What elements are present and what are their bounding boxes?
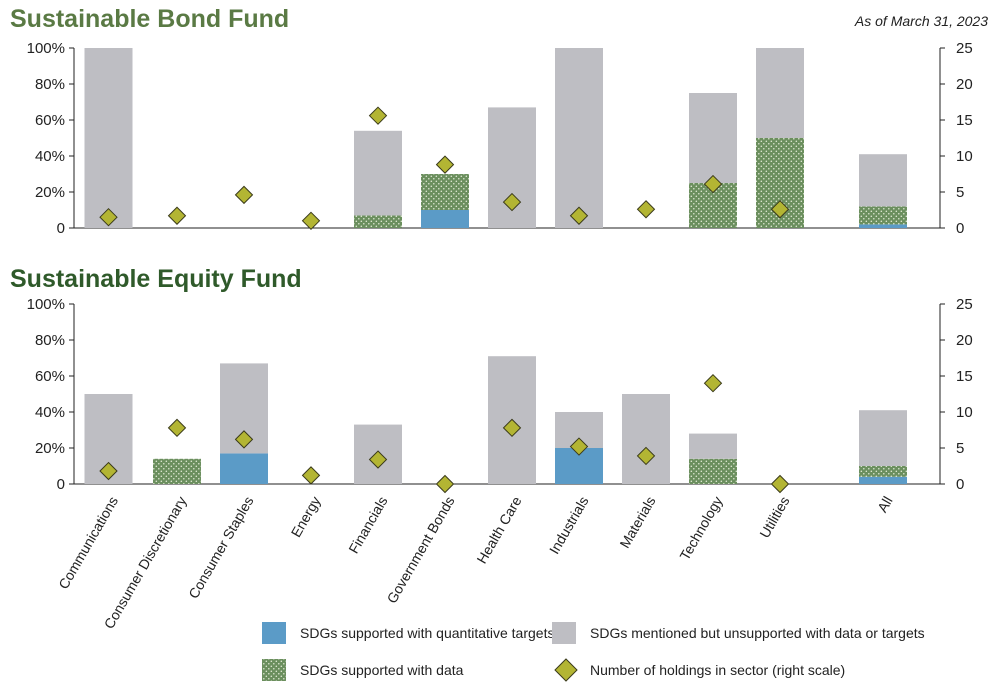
category-label: Financials	[345, 494, 390, 557]
right-tick-label: 10	[956, 148, 973, 165]
legend-label: Number of holdings in sector (right scal…	[590, 662, 845, 678]
bar-mentioned	[555, 48, 603, 228]
left-tick-label: 60%	[35, 368, 65, 385]
bar-mentioned	[859, 410, 907, 466]
left-tick-label: 40%	[35, 148, 65, 165]
holdings-marker	[703, 373, 723, 393]
bond-fund-title: Sustainable Bond Fund	[10, 5, 289, 33]
bar-data	[689, 458, 737, 484]
left-tick-label: 80%	[35, 76, 65, 93]
legend-label: SDGs supported with data	[300, 662, 464, 678]
bar-data	[859, 206, 907, 225]
holdings-marker	[99, 461, 118, 481]
legend-swatch-quantitative	[262, 622, 286, 644]
left-tick-label: 100%	[27, 40, 65, 57]
bar-quantitative	[220, 453, 268, 484]
bar-mentioned	[689, 93, 737, 183]
right-tick-label: 15	[956, 112, 973, 129]
holdings-marker	[167, 418, 187, 438]
bar-mentioned	[859, 154, 907, 207]
legend-swatch-data	[262, 659, 286, 681]
bar-quantitative	[421, 210, 469, 228]
bar-data	[859, 466, 907, 477]
left-tick-label: 20%	[35, 184, 65, 201]
holdings-marker	[502, 192, 522, 212]
left-tick-label: 40%	[35, 404, 65, 421]
holdings-marker	[368, 450, 388, 469]
bar-mentioned	[84, 48, 133, 228]
holdings-marker	[301, 466, 321, 485]
bar-mentioned	[756, 48, 804, 138]
holdings-marker	[368, 106, 388, 125]
bar-mentioned	[689, 433, 737, 459]
right-tick-label: 20	[956, 76, 973, 93]
left-tick-label: 80%	[35, 332, 65, 349]
holdings-marker	[435, 474, 455, 494]
category-label: Technology	[676, 494, 725, 563]
category-label: Utilities	[756, 494, 792, 541]
equity-fund-title: Sustainable Equity Fund	[10, 265, 302, 293]
left-tick-label: 60%	[35, 112, 65, 129]
bond-fund-panel: 0 20% 40% 60% 80% 100% 0 5 10 15 20 25	[27, 40, 973, 237]
left-tick-label: 100%	[27, 296, 65, 313]
category-label: Communications	[55, 494, 121, 592]
holdings-marker	[636, 446, 656, 466]
holdings-marker	[569, 437, 589, 456]
category-label: Industrials	[546, 494, 592, 557]
right-tick-label: 10	[956, 404, 973, 421]
holdings-marker	[770, 200, 790, 219]
bar-quantitative	[859, 476, 907, 484]
holdings-marker	[167, 206, 187, 225]
category-label: Health Care	[473, 493, 524, 566]
legend-swatch-mentioned	[552, 622, 576, 644]
right-tick-label: 5	[956, 184, 964, 201]
category-label: Energy	[288, 494, 324, 540]
category-label: All	[874, 494, 896, 515]
holdings-marker	[502, 418, 522, 438]
category-label: Materials	[616, 494, 658, 551]
holdings-marker	[301, 211, 321, 231]
bar-data	[421, 174, 469, 210]
bar-quantitative	[859, 224, 907, 228]
bar-mentioned	[622, 394, 670, 484]
bar-data	[354, 215, 402, 228]
holdings-marker	[99, 207, 118, 227]
left-tick-label: 0	[57, 476, 65, 493]
left-tick-label: 20%	[35, 440, 65, 457]
holdings-marker	[234, 430, 254, 449]
right-tick-label: 0	[956, 220, 964, 237]
holdings-marker	[703, 174, 723, 194]
category-label: Consumer Staples	[185, 494, 256, 602]
equity-fund-panel: 0 20% 40% 60% 80% 100% 0 5 10 15 20 25	[27, 296, 973, 494]
right-tick-label: 15	[956, 368, 973, 385]
category-label: Consumer Discretionary	[101, 494, 190, 632]
bar-data	[153, 458, 201, 484]
legend-label: SDGs mentioned but unsupported with data…	[590, 625, 925, 641]
right-tick-label: 5	[956, 440, 964, 457]
right-tick-label: 20	[956, 332, 973, 349]
right-tick-label: 0	[956, 476, 964, 493]
holdings-marker	[569, 206, 589, 225]
as-of-date: As of March 31, 2023	[854, 13, 988, 29]
holdings-marker	[770, 474, 790, 494]
right-tick-label: 25	[956, 40, 973, 57]
bar-mentioned	[354, 130, 402, 216]
right-tick-label: 25	[956, 296, 973, 313]
legend-label: SDGs supported with quantitative targets	[300, 625, 554, 641]
left-tick-label: 0	[57, 220, 65, 237]
legend: SDGs supported with quantitative targets…	[262, 622, 925, 682]
holdings-marker	[435, 155, 455, 174]
category-label: Government Bonds	[383, 494, 457, 606]
holdings-marker	[234, 185, 254, 205]
legend-swatch-holdings	[554, 658, 578, 682]
holdings-marker	[636, 200, 656, 219]
